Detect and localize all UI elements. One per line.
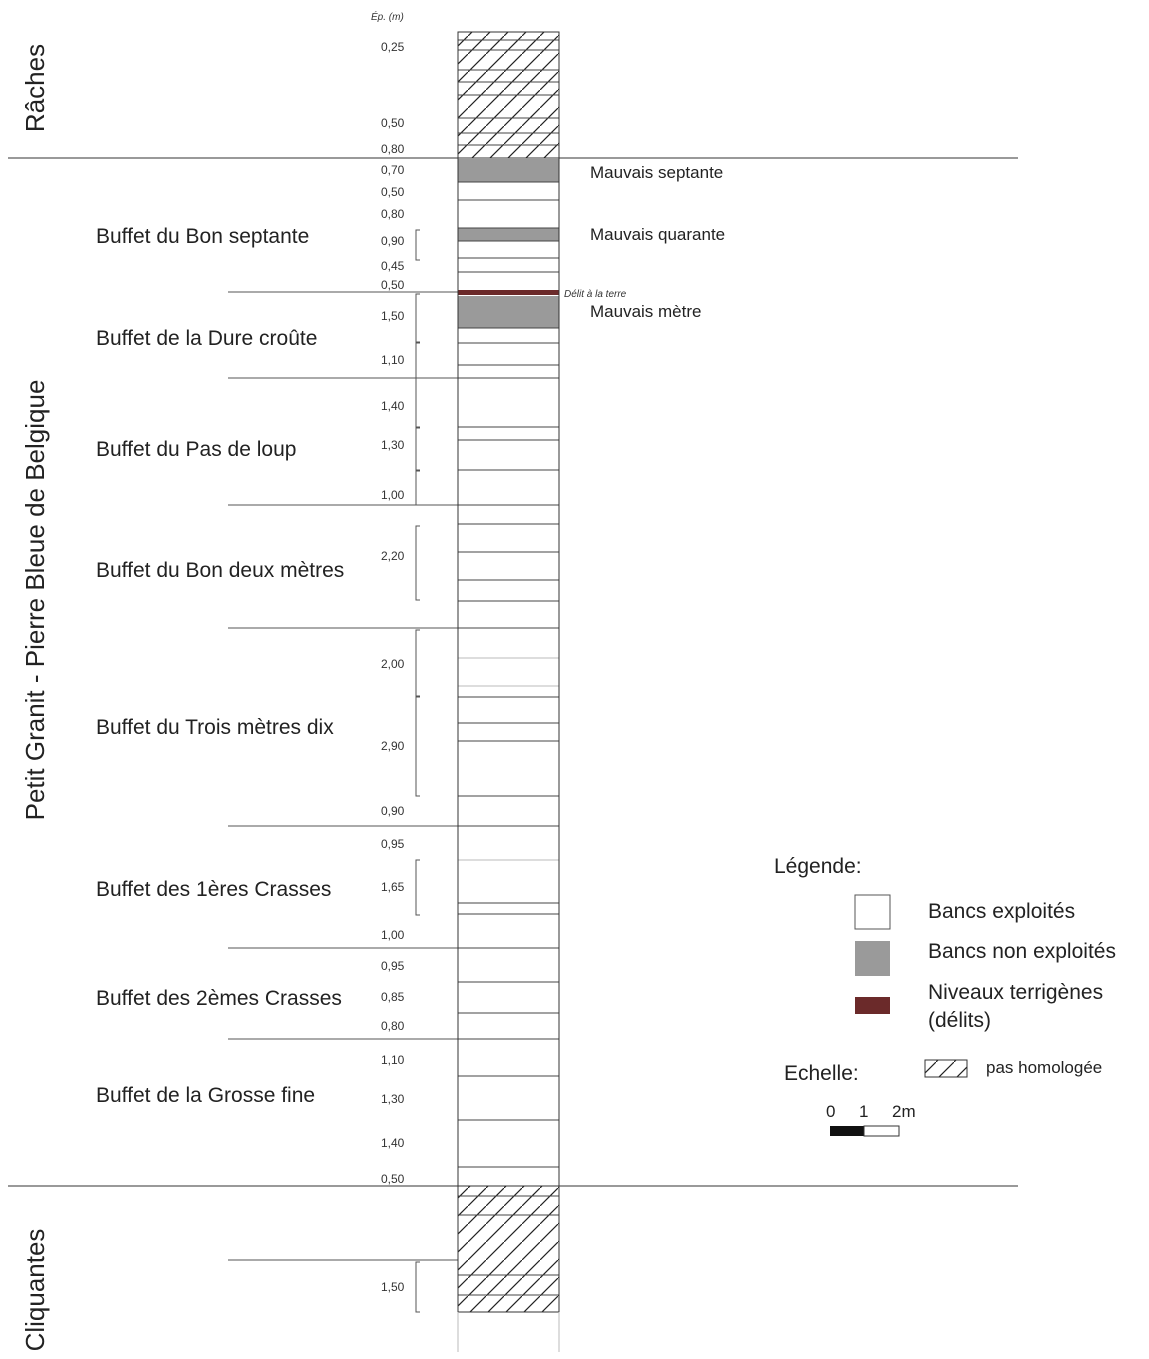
scale-tick-0: 0 — [826, 1102, 835, 1121]
thickness-brackets — [415, 229, 420, 1313]
label-mauvais-quarante: Mauvais quarante — [590, 225, 725, 244]
buffet-label-premieres-crasses: Buffet des 1ères Crasses — [96, 878, 331, 901]
thickness-value: 0,50 — [381, 1172, 405, 1186]
thickness-value: 0,90 — [381, 804, 405, 818]
legend-swatch-not-exploited — [855, 941, 890, 976]
thickness-value: 0,50 — [381, 185, 405, 199]
thickness-value: 1,00 — [381, 488, 405, 502]
thickness-value: 0,45 — [381, 259, 405, 273]
thickness-value: 1,30 — [381, 438, 405, 452]
bank-boundaries — [458, 39, 559, 1296]
thickness-value: 2,00 — [381, 657, 405, 671]
thickness-value: 1,50 — [381, 309, 405, 323]
thickness-value: 0,95 — [381, 959, 405, 973]
scale-tick-1: 1 — [859, 1102, 868, 1121]
thickness-value: 0,50 — [381, 278, 405, 292]
buffet-label-bon-septante: Buffet du Bon septante — [96, 225, 309, 248]
legend-swatch-exploited — [854, 894, 891, 930]
legend: Légende: Bancs exploités Bancs non explo… — [774, 855, 1116, 1137]
buffet-label-bon-deux-metres: Buffet du Bon deux mètres — [96, 559, 344, 582]
legend-label-not-exploited: Bancs non exploités — [928, 940, 1116, 963]
bank-mauvais-metre — [458, 296, 559, 328]
thickness-value: 1,65 — [381, 880, 405, 894]
thickness-values: 0,25 0,50 0,80 0,70 0,50 0,80 0,90 0,45 … — [381, 40, 405, 1294]
hatched-zone-cliquantes — [458, 1186, 559, 1312]
legend-label-terrigenous-2: (délits) — [928, 1009, 991, 1032]
thickness-value: 0,70 — [381, 163, 405, 177]
thickness-value: 0,90 — [381, 234, 405, 248]
legend-title: Légende: — [774, 855, 862, 878]
group-label-raches: Râches — [20, 44, 50, 132]
group-label-petit-granit: Petit Granit - Pierre Bleue de Belgique — [20, 380, 50, 821]
legend-label-not-approved: pas homologée — [986, 1058, 1102, 1077]
thickness-value: 0,85 — [381, 990, 405, 1004]
label-delit-a-la-terre: Délit à la terre — [564, 289, 627, 300]
thickness-header: Ép. (m) — [371, 10, 404, 23]
legend-label-exploited: Bancs exploités — [928, 900, 1075, 923]
legend-swatch-terrigenous — [855, 997, 890, 1014]
thickness-value: 0,80 — [381, 1019, 405, 1033]
legend-swatch-not-approved — [924, 1059, 968, 1078]
buffet-label-dure-croute: Buffet de la Dure croûte — [96, 327, 317, 350]
thickness-value: 1,00 — [381, 928, 405, 942]
thickness-value: 1,50 — [381, 1280, 405, 1294]
thickness-value: 2,20 — [381, 549, 405, 563]
buffet-label-grosse-fine: Buffet de la Grosse fine — [96, 1084, 315, 1107]
buffet-label-deuxiemes-crasses: Buffet des 2èmes Crasses — [96, 987, 342, 1010]
scale-tick-2: 2m — [892, 1102, 916, 1121]
bank-mauvais-quarante — [458, 228, 559, 241]
scale-bar-black — [830, 1126, 864, 1136]
thickness-value: 0,25 — [381, 40, 405, 54]
label-mauvais-septante: Mauvais septante — [590, 163, 723, 182]
scale-title: Echelle: — [784, 1062, 859, 1085]
thickness-value: 1,40 — [381, 399, 405, 413]
bank-mauvais-septante — [458, 158, 559, 182]
scale-bar-white — [863, 1125, 900, 1137]
thickness-value: 2,90 — [381, 739, 405, 753]
thickness-value: 0,80 — [381, 207, 405, 221]
thickness-value: 0,95 — [381, 837, 405, 851]
thickness-value: 0,80 — [381, 142, 405, 156]
thickness-value: 0,50 — [381, 116, 405, 130]
log-column — [457, 31, 560, 1313]
thickness-value: 1,10 — [381, 1053, 405, 1067]
thickness-value: 1,10 — [381, 353, 405, 367]
thickness-value: 1,40 — [381, 1136, 405, 1150]
buffet-separators — [228, 291, 458, 1261]
delit-a-la-terre — [458, 290, 559, 295]
label-mauvais-metre: Mauvais mètre — [590, 302, 701, 321]
group-label-cliquantes: Cliquantes — [20, 1229, 50, 1352]
thickness-value: 1,30 — [381, 1092, 405, 1106]
buffet-label-pas-de-loup: Buffet du Pas de loup — [96, 438, 296, 461]
buffet-label-trois-metres-dix: Buffet du Trois mètres dix — [96, 716, 334, 739]
legend-label-terrigenous-1: Niveaux terrigènes — [928, 981, 1103, 1004]
